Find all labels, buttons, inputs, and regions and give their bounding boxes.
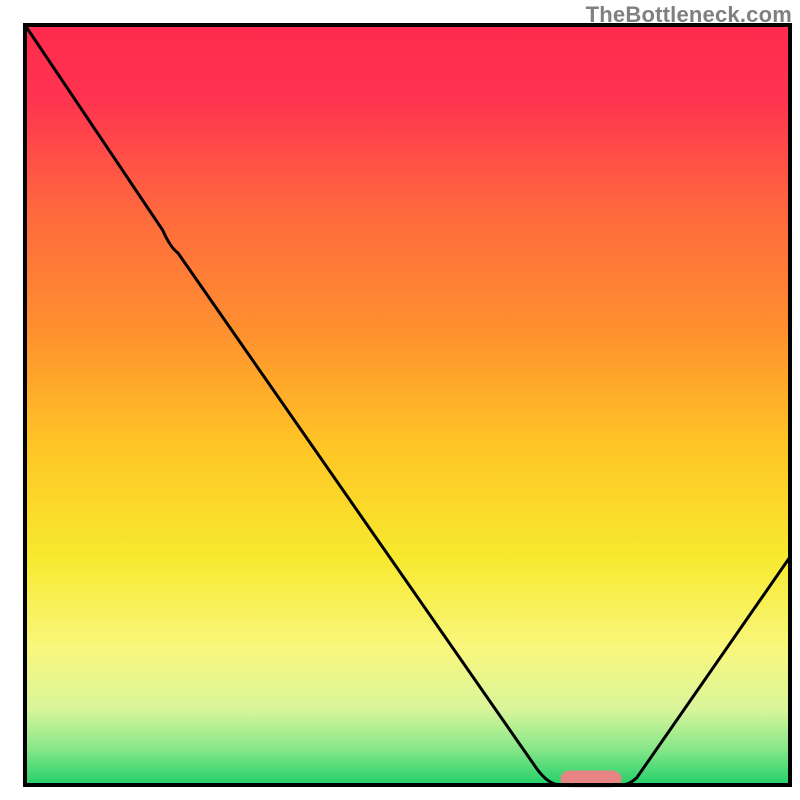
bottleneck-chart [0, 0, 800, 800]
plot-background [25, 25, 790, 785]
watermark-label: TheBottleneck.com [586, 2, 792, 28]
chart-root: TheBottleneck.com [0, 0, 800, 800]
